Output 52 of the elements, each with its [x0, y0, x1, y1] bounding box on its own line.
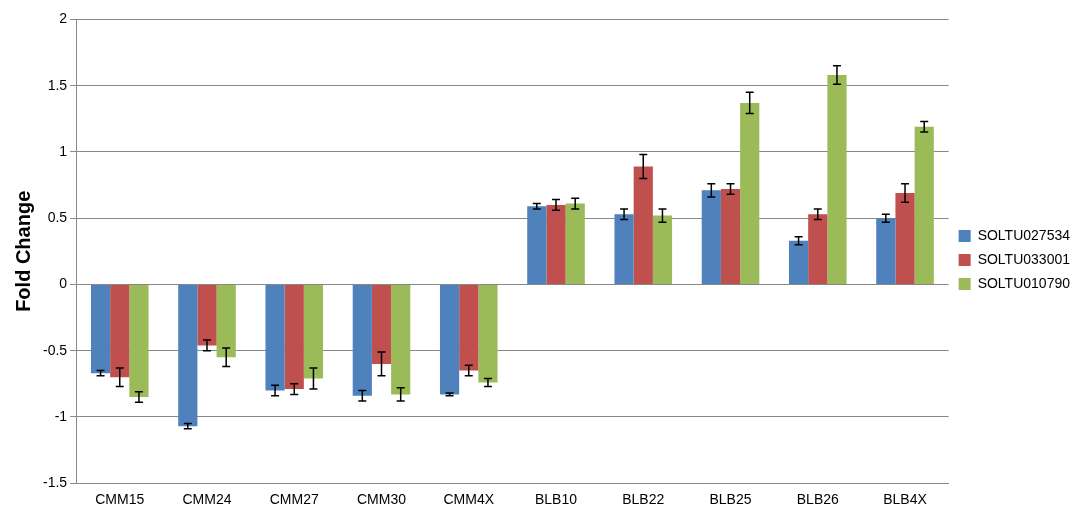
x-tick-label: CMM4X [443, 491, 495, 508]
x-tick-label: BLB22 [622, 491, 665, 508]
bar [197, 284, 217, 346]
y-tick-label: 1 [59, 142, 68, 159]
x-tick-label: BLB26 [796, 491, 839, 508]
bar [478, 284, 498, 383]
y-tick-label: 2 [59, 10, 68, 27]
y-axis-title: Fold Change [11, 190, 34, 312]
y-tick-label: -1.5 [43, 474, 68, 491]
y-tick-label: -0.5 [43, 341, 68, 358]
bar [740, 102, 760, 284]
bar [614, 214, 634, 284]
bar [265, 284, 285, 391]
bar [303, 284, 324, 379]
bar [284, 284, 304, 390]
bar [788, 240, 809, 284]
y-tick-label: 0 [59, 275, 68, 292]
bar [439, 284, 460, 395]
bar [216, 284, 236, 358]
bar [371, 284, 392, 364]
bar [178, 284, 198, 427]
bar [527, 206, 547, 284]
bar [827, 75, 847, 284]
x-tick-label: BLB10 [534, 491, 578, 508]
bar [914, 126, 934, 284]
bar [90, 284, 111, 374]
x-tick-label: BLB4X [883, 491, 928, 508]
legend-label: SOLTU027534 [977, 226, 1071, 243]
bar [701, 190, 721, 284]
bar [633, 166, 653, 284]
x-tick-label: BLB25 [709, 491, 752, 508]
bar [720, 189, 741, 284]
x-tick-label: CMM24 [182, 491, 232, 508]
bar [546, 204, 566, 284]
legend-label: SOLTU033001 [977, 250, 1071, 267]
bar [876, 218, 896, 284]
bar [895, 192, 915, 284]
legend-label: SOLTU010790 [977, 274, 1071, 291]
x-tick-label: CMM15 [95, 491, 145, 508]
y-tick-label: -1 [54, 407, 68, 424]
x-tick-label: CMM30 [357, 491, 407, 508]
y-tick-label: 1.5 [47, 76, 68, 93]
bar [110, 284, 130, 378]
bar [808, 214, 828, 284]
y-tick-label: 0.5 [47, 209, 68, 226]
bar [391, 284, 411, 395]
bar [652, 215, 673, 284]
bar [459, 284, 479, 371]
bar [352, 284, 372, 396]
bar [565, 203, 585, 284]
bar [129, 284, 149, 398]
x-tick-label: CMM27 [269, 491, 319, 508]
